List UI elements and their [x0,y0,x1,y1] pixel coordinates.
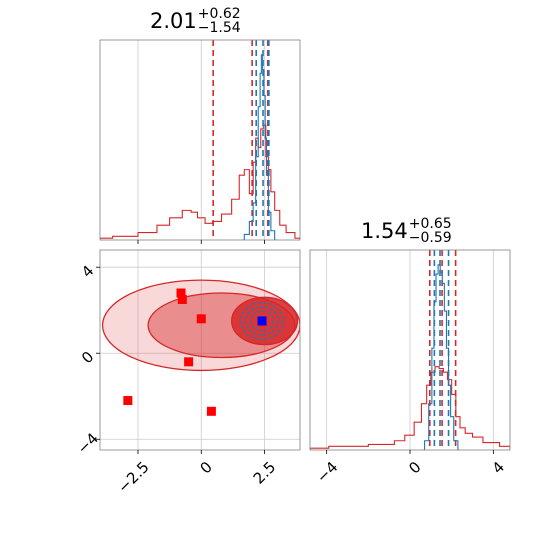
x-tick-label: −4 [313,458,341,486]
red-marker [206,406,216,416]
red-marker [177,294,187,304]
param-1-upper-error: +0.62 [197,6,241,22]
red-marker [184,357,194,367]
param-2-lower-error: −0.59 [408,230,452,246]
x-tick-label: 0 [197,458,216,477]
param-1-title: 2.01 +0.62 −1.54 [150,7,241,35]
red-marker [123,396,133,406]
param-1-lower-error: −1.54 [197,20,241,36]
histogram-plot-area [310,250,510,450]
param-2-median: 1.54 [361,219,408,243]
joint-contour-panel: −2.5 0 2.5 −4 0 4 [74,249,301,497]
param-2-title: 1.54 +0.65 −0.59 [361,217,452,245]
blue-contour-level [239,302,285,340]
histogram-series-0 [310,366,510,450]
panel-frame [99,39,301,241]
param-1-median: 2.01 [150,9,197,33]
x-tick-label: 0 [405,458,424,477]
blue-contour-level [244,306,280,336]
y-tick-label: 4 [78,262,97,281]
blue-marker [257,316,267,326]
marginal-histogram-param-1 [99,39,301,244]
histogram-plot-area [100,40,300,240]
red-marker [176,288,186,298]
marginal-histogram-param-2: −4 0 4 [309,249,511,486]
histogram-series-0 [100,124,300,240]
red-marker [196,314,206,324]
histogram-series-1 [422,264,460,450]
param-2-upper-error: +0.65 [408,216,452,232]
blue-contour-level [250,310,275,332]
y-tick-label: 0 [78,348,97,367]
y-tick-label: −4 [74,429,102,457]
x-tick-label: 2.5 [250,458,280,488]
panel-frame [99,249,301,451]
x-tick-label: −2.5 [114,458,152,496]
x-tick-label: 4 [489,458,508,477]
contour-plot-area [101,279,300,416]
